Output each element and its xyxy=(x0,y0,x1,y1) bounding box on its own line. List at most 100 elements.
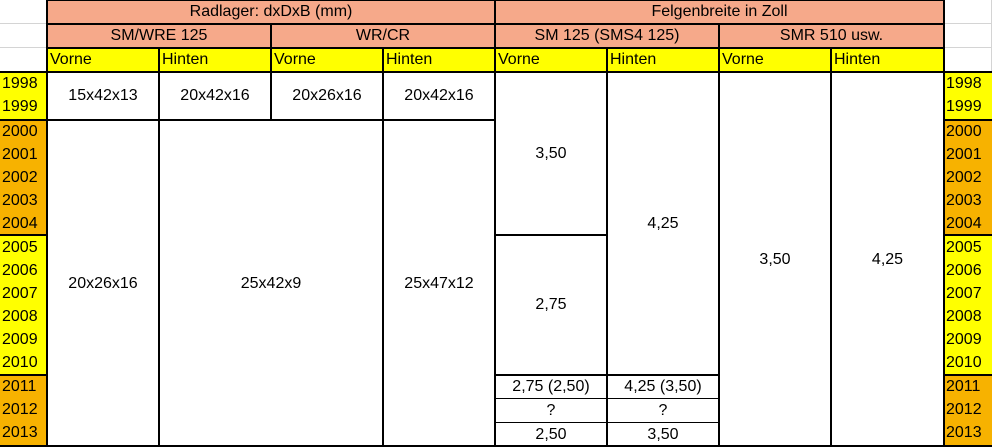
year-label: 2004 xyxy=(2,215,38,232)
col-vorne[interactable]: Vorne xyxy=(271,48,383,72)
year-label: 2002 xyxy=(946,169,982,186)
year-group-1998[interactable]: 1998 1999 xyxy=(0,72,47,119)
felgen-cell[interactable]: 2,50 xyxy=(535,426,567,443)
year-label: 2011 xyxy=(946,378,981,395)
felgen-cell[interactable]: 4,25 (3,50) xyxy=(624,378,702,395)
empty-cell[interactable] xyxy=(944,0,992,24)
felgen-cell[interactable]: 3,50 xyxy=(759,250,791,268)
year-label: 2004 xyxy=(946,215,982,232)
year-label: 2005 xyxy=(2,239,38,256)
year-label: 2007 xyxy=(2,285,38,302)
group-sm-wre-125[interactable]: SM/WRE 125 xyxy=(47,24,271,48)
border-line xyxy=(158,48,160,447)
radlager-cell[interactable]: 20x26x16 xyxy=(68,274,138,292)
felgen-cell[interactable]: ? xyxy=(658,402,668,419)
year-label: 2005 xyxy=(946,239,982,256)
radlager-cell[interactable]: 20x42x16 xyxy=(180,87,250,104)
border-line xyxy=(0,71,992,73)
year-label: 2008 xyxy=(946,308,982,325)
border-line xyxy=(830,48,832,447)
year-label: 2009 xyxy=(946,331,982,348)
felgen-cell[interactable]: 4,25 xyxy=(647,214,679,232)
year-label: 2003 xyxy=(2,192,38,209)
year-label: 2012 xyxy=(2,401,38,418)
empty-cell[interactable] xyxy=(944,24,992,48)
year-label: 2002 xyxy=(2,169,38,186)
border-line xyxy=(944,374,992,376)
felgen-cell[interactable]: 3,50 xyxy=(647,426,679,443)
felgen-cell[interactable]: 3,50 xyxy=(535,144,567,162)
border-line xyxy=(46,0,48,447)
year-group-2005[interactable]: 2005 2006 2007 2008 2009 2010 xyxy=(0,236,47,374)
felgen-cell[interactable]: 4,25 xyxy=(871,250,904,268)
year-label: 2001 xyxy=(2,146,38,163)
year-label: 1998 xyxy=(2,75,38,92)
border-line xyxy=(46,23,945,25)
col-hinten[interactable]: Hinten xyxy=(831,48,944,72)
felgen-cell[interactable]: 2,75 xyxy=(535,296,567,313)
year-group-1998[interactable]: 1998 1999 xyxy=(944,72,992,119)
radlager-cell[interactable]: 15x42x13 xyxy=(68,87,138,104)
year-label: 2000 xyxy=(946,123,982,140)
border-line xyxy=(944,119,992,121)
year-label: 1999 xyxy=(946,98,982,115)
year-label: 2007 xyxy=(946,285,982,302)
header-felgenbreite[interactable]: Felgenbreite in Zoll xyxy=(495,0,944,24)
border-line xyxy=(0,119,47,121)
border-line xyxy=(46,0,945,1)
col-vorne[interactable]: Vorne xyxy=(495,48,607,72)
col-vorne[interactable]: Vorne xyxy=(47,48,159,72)
year-label: 2000 xyxy=(2,123,38,140)
empty-cell[interactable] xyxy=(0,48,47,72)
border-line xyxy=(0,234,47,236)
felgen-cell[interactable]: 2,75 (2,50) xyxy=(512,378,590,395)
border-line xyxy=(944,234,992,236)
border-line xyxy=(494,374,720,376)
border-line xyxy=(494,0,496,447)
year-label: 1999 xyxy=(2,98,38,115)
empty-cell[interactable] xyxy=(0,24,47,48)
year-label: 2006 xyxy=(946,262,982,279)
radlager-cell[interactable]: 25x47x12 xyxy=(404,274,474,292)
radlager-cell[interactable]: 20x26x16 xyxy=(292,87,362,104)
year-label: 2012 xyxy=(946,401,982,418)
col-hinten[interactable]: Hinten xyxy=(607,48,719,72)
group-wr-cr[interactable]: WR/CR xyxy=(271,24,495,48)
group-sm-125[interactable]: SM 125 (SMS4 125) xyxy=(495,24,719,48)
year-group-2000[interactable]: 2000 2001 2002 2003 2004 xyxy=(0,120,47,234)
border-line xyxy=(494,398,720,399)
border-line xyxy=(606,48,608,447)
year-label: 1998 xyxy=(946,75,982,92)
empty-cell[interactable] xyxy=(944,48,992,72)
year-label: 2011 xyxy=(2,378,37,395)
year-label: 2001 xyxy=(946,146,982,163)
year-label: 2006 xyxy=(2,262,38,279)
header-radlager[interactable]: Radlager: dxDxB (mm) xyxy=(47,0,495,24)
year-label: 2010 xyxy=(946,354,982,371)
border-line xyxy=(943,0,945,447)
year-group-2005[interactable]: 2005 2006 2007 2008 2009 2010 xyxy=(944,236,992,374)
empty-cell[interactable] xyxy=(0,0,47,24)
year-label: 2009 xyxy=(2,331,38,348)
col-hinten[interactable]: Hinten xyxy=(383,48,495,72)
border-line xyxy=(0,445,992,447)
border-line xyxy=(0,374,47,376)
year-label: 2003 xyxy=(946,192,982,209)
radlager-cell[interactable]: 25x42x9 xyxy=(240,274,302,292)
border-line xyxy=(718,24,720,447)
border-line xyxy=(382,48,384,447)
year-group-2011[interactable]: 2011 2012 2013 xyxy=(0,375,47,447)
year-label: 2010 xyxy=(2,354,38,371)
border-line xyxy=(494,422,720,423)
border-line xyxy=(46,47,945,49)
year-group-2011[interactable]: 2011 2012 2013 xyxy=(944,375,992,447)
col-hinten[interactable]: Hinten xyxy=(159,48,271,72)
border-line xyxy=(46,119,496,121)
radlager-cell[interactable]: 20x42x16 xyxy=(404,87,474,104)
group-smr-510[interactable]: SMR 510 usw. xyxy=(719,24,944,48)
col-vorne[interactable]: Vorne xyxy=(719,48,831,72)
year-group-2000[interactable]: 2000 2001 2002 2003 2004 xyxy=(944,120,992,234)
year-label: 2013 xyxy=(946,424,982,441)
felgen-cell[interactable]: ? xyxy=(546,402,556,419)
